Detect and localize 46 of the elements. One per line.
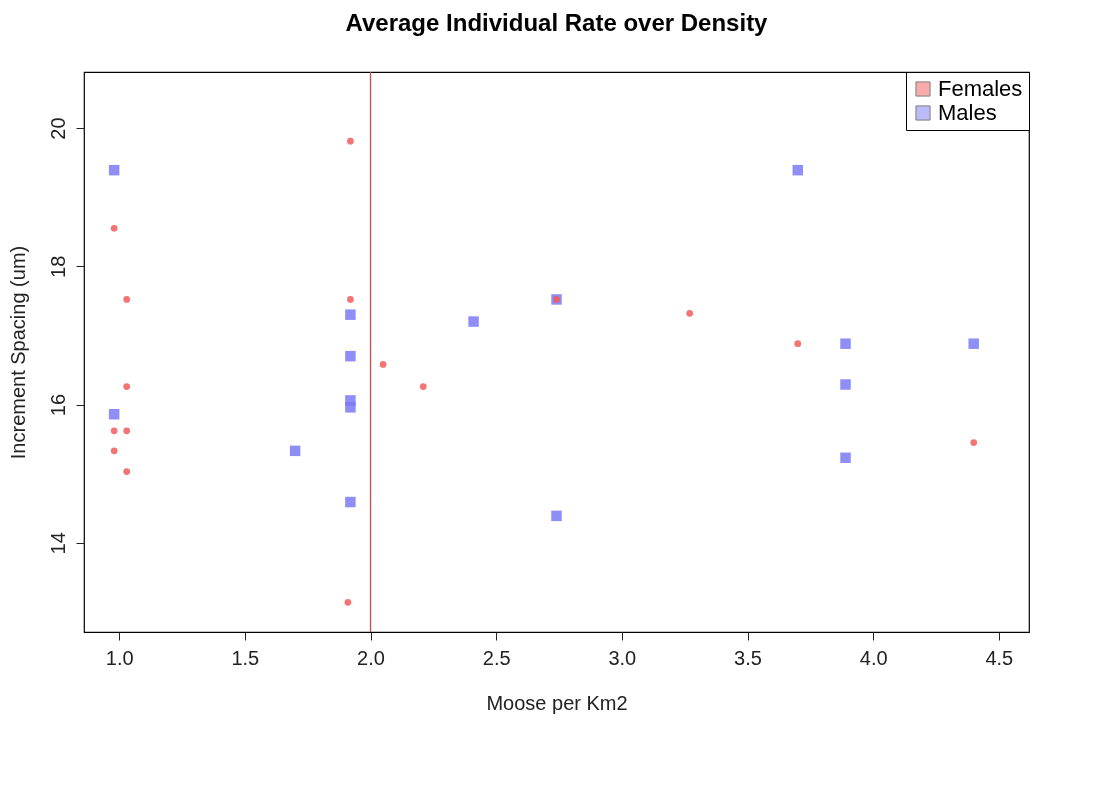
point — [792, 164, 804, 176]
point — [345, 350, 356, 362]
point — [794, 340, 802, 348]
point — [110, 224, 118, 232]
x-tick-label: 2.5 — [482, 646, 511, 669]
x-tick-label: 4.5 — [985, 646, 1014, 669]
point — [123, 427, 131, 435]
legend-label: Females — [938, 76, 1023, 101]
x-tick-label: 4.0 — [859, 646, 888, 669]
point — [379, 361, 387, 368]
x-tick-label: 3.0 — [608, 646, 637, 669]
chart-title: Average Individual Rate over Density — [345, 9, 769, 37]
x-tick-label: 1.0 — [105, 646, 134, 669]
point — [289, 445, 301, 457]
point — [468, 316, 479, 327]
point — [345, 309, 356, 320]
point — [968, 338, 979, 349]
point — [345, 496, 356, 508]
point — [123, 296, 131, 303]
y-tick-label: 18 — [46, 255, 69, 278]
y-tick-label: 14 — [46, 532, 69, 555]
point — [123, 468, 131, 475]
y-axis-title: Increment Spacing (um) — [6, 245, 29, 460]
point — [840, 338, 851, 349]
x-tick-label: 3.5 — [734, 646, 762, 669]
point — [108, 164, 120, 176]
point — [686, 309, 694, 317]
point — [123, 383, 131, 390]
point — [970, 439, 978, 446]
point — [840, 379, 851, 390]
point — [551, 510, 562, 522]
point — [419, 383, 427, 390]
y-tick-label: 16 — [46, 393, 69, 417]
x-tick-label: 1.5 — [231, 646, 260, 669]
point — [110, 427, 118, 435]
point — [347, 296, 354, 303]
y-tick-label: 20 — [46, 117, 69, 140]
point — [840, 452, 851, 464]
point — [110, 447, 118, 455]
x-axis-title: Moose per Km2 — [486, 691, 628, 714]
x-tick-label: 2.0 — [357, 646, 385, 669]
point — [347, 137, 354, 145]
legend-label: Males — [938, 100, 997, 125]
point — [345, 402, 356, 413]
point — [108, 408, 120, 420]
point — [344, 598, 352, 606]
